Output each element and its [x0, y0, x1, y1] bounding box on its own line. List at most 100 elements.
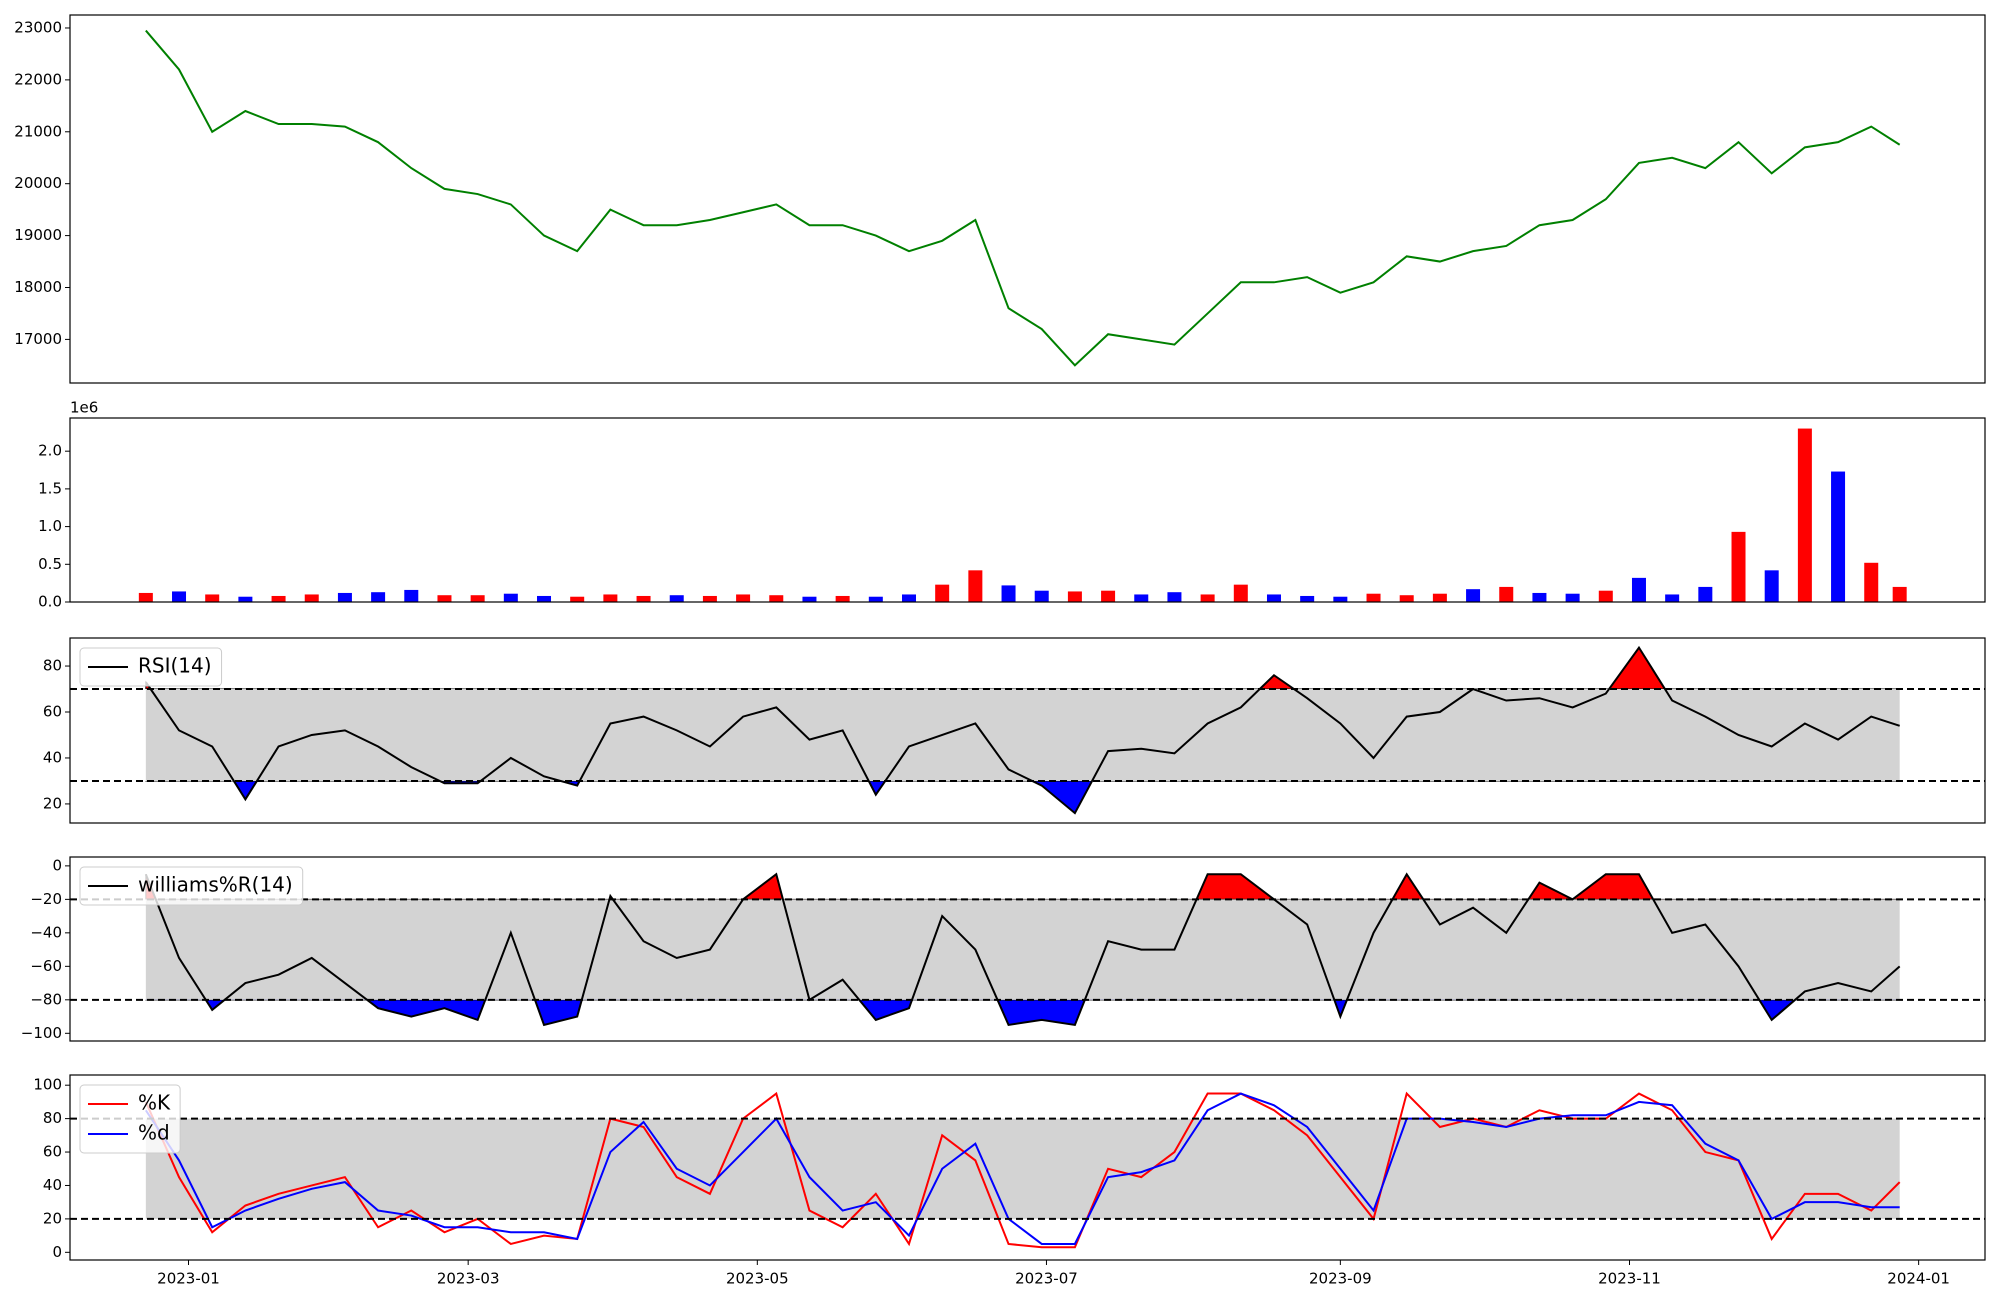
y-tick-label: 2.0 [38, 442, 62, 460]
volume-bar [935, 584, 950, 602]
y-tick-label: −60 [30, 957, 62, 975]
volume-bar [835, 595, 850, 602]
volume-bar [503, 593, 518, 602]
threshold-band [145, 899, 1900, 1000]
threshold-band [145, 1118, 1900, 1219]
volume-bar [1665, 594, 1680, 602]
series-line [145, 29, 1901, 367]
volume-bar [769, 595, 784, 602]
volume-bar [736, 594, 751, 602]
series-line [144, 1091, 1901, 1249]
volume-bar [1067, 591, 1082, 602]
x-tick-label: 2023-03 [437, 1270, 500, 1288]
volume-bar [1134, 594, 1149, 602]
series-line [144, 872, 1901, 1027]
y-tick-label: 18000 [14, 278, 62, 296]
volume-bar [205, 594, 220, 602]
x-tick-label: 2024-01 [1887, 1270, 1950, 1288]
volume-bar [1333, 596, 1348, 602]
y-tick-label: 20 [43, 794, 62, 812]
legend-label: RSI(14) [138, 654, 212, 678]
volume-bar [1831, 471, 1846, 602]
volume-bar [1499, 586, 1514, 602]
y-tick-label: 40 [43, 748, 62, 766]
y-tick-label: −100 [21, 1024, 62, 1042]
y-tick-label: 60 [43, 1143, 62, 1161]
y-tick-label: 80 [43, 657, 62, 675]
volume-bar [1892, 586, 1907, 602]
volume-bar [1598, 590, 1613, 602]
volume-bar [1797, 428, 1812, 602]
y-tick-label: 0.5 [38, 555, 62, 573]
volume-bar [437, 595, 452, 602]
axes-frame [69, 14, 1986, 384]
volume-bar [702, 595, 717, 602]
volume-bar [271, 595, 286, 602]
volume-bar [1266, 594, 1281, 602]
volume-bar [968, 570, 983, 602]
volume-bar [636, 595, 651, 602]
y-offset-label: 1e6 [70, 399, 98, 417]
volume-bar [537, 595, 552, 602]
volume-bar [138, 592, 153, 602]
x-tick-label: 2023-05 [726, 1270, 789, 1288]
x-tick-label: 2023-01 [157, 1270, 220, 1288]
x-tick-label: 2023-09 [1309, 1270, 1372, 1288]
volume-bar [1200, 594, 1215, 602]
y-tick-label: 19000 [14, 226, 62, 244]
volume-bar [1300, 595, 1315, 602]
legend-box [79, 866, 304, 906]
volume-bar [404, 589, 419, 602]
volume-bar [1532, 592, 1547, 602]
volume-bar [1233, 584, 1248, 602]
volume-bar [337, 592, 352, 602]
y-tick-label: 20000 [14, 174, 62, 192]
volume-bar [1167, 592, 1182, 602]
y-tick-label: 20 [43, 1209, 62, 1227]
volume-bar [1466, 589, 1481, 602]
y-tick-label: 1.5 [38, 479, 62, 497]
volume-bar [1366, 593, 1381, 602]
legend-label: williams%R(14) [138, 873, 293, 897]
volume-bar [172, 591, 187, 602]
volume-bar [1399, 595, 1414, 602]
volume-bar [1001, 585, 1016, 602]
y-tick-label: 0 [52, 856, 62, 874]
y-tick-label: −20 [30, 890, 62, 908]
volume-bar [669, 595, 684, 602]
axes-frame [69, 1074, 1986, 1261]
y-tick-label: −80 [30, 990, 62, 1008]
volume-bar [802, 596, 817, 602]
volume-bar [570, 596, 585, 602]
y-tick-label: 0 [52, 1243, 62, 1261]
series-line [145, 1092, 1900, 1245]
volume-bar [1101, 590, 1116, 602]
volume-bar [1864, 562, 1879, 602]
legend-label: %d [138, 1121, 170, 1145]
threshold-band [145, 689, 1900, 781]
legend-box [79, 647, 223, 687]
volume-bar [238, 596, 253, 602]
axes-frame [69, 637, 1986, 824]
x-tick-label: 2023-11 [1598, 1270, 1661, 1288]
volume-bar [1432, 593, 1447, 602]
volume-bar [1698, 586, 1713, 602]
volume-bar [304, 594, 319, 602]
volume-bar [371, 592, 386, 602]
axes-frame [69, 417, 1986, 603]
volume-bar [1731, 531, 1746, 602]
y-tick-label: −40 [30, 923, 62, 941]
volume-bar [1565, 593, 1580, 602]
y-tick-label: 21000 [14, 122, 62, 140]
volume-bar [1631, 577, 1646, 602]
y-tick-label: 40 [43, 1176, 62, 1194]
y-tick-label: 100 [33, 1076, 62, 1094]
volume-bar [868, 596, 883, 602]
volume-bar [1764, 570, 1779, 602]
legend-label: %K [138, 1091, 171, 1115]
volume-bar [470, 595, 485, 602]
volume-bar [603, 594, 618, 602]
x-tick-label: 2023-07 [1015, 1270, 1078, 1288]
